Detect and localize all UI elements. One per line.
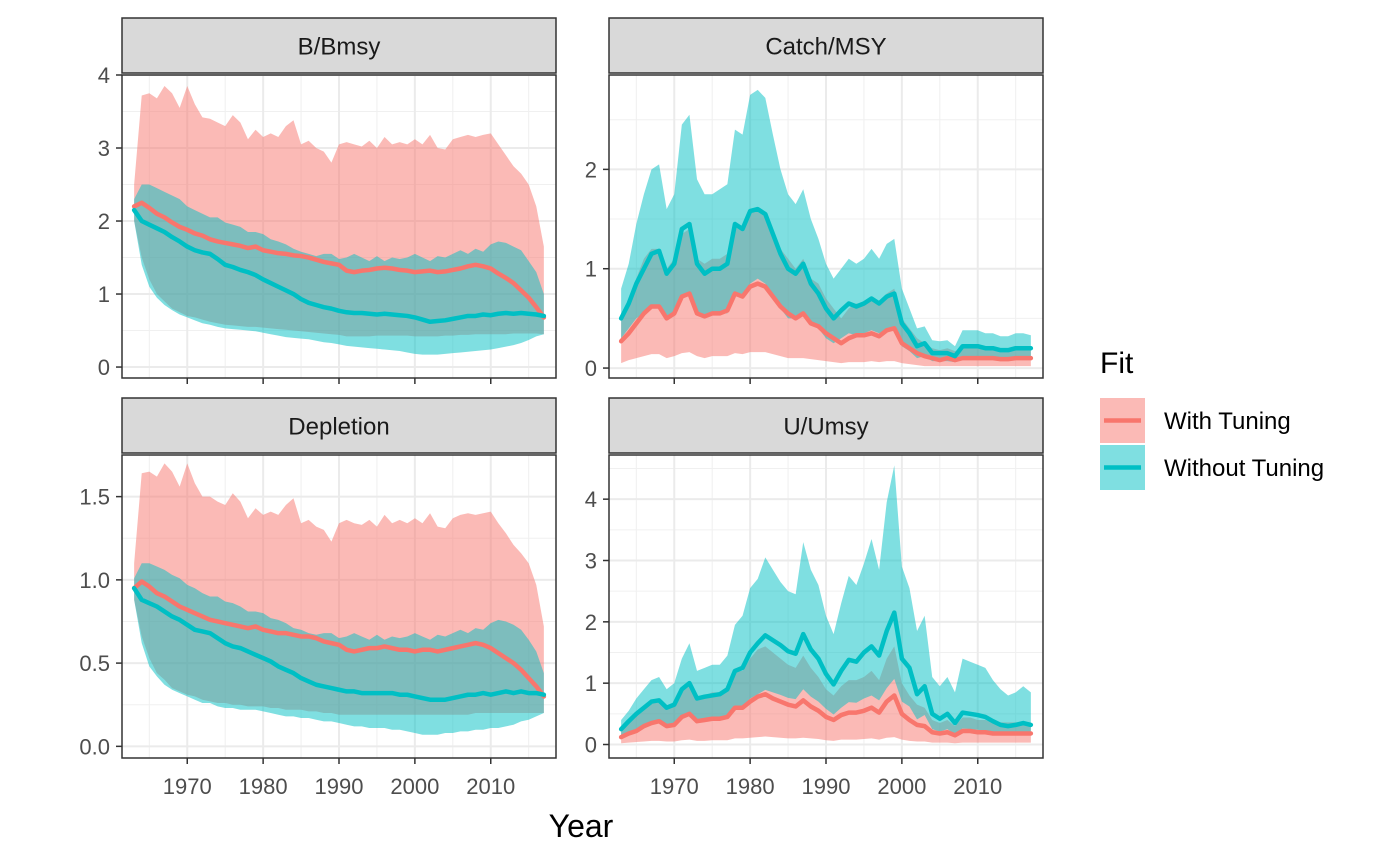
median-line-with-tuning xyxy=(618,691,1034,740)
median-line-without-tuning xyxy=(618,610,1034,732)
legend: Fit With Tuning Without Tuning xyxy=(1100,347,1324,490)
median-line-with-tuning xyxy=(618,281,1034,363)
panel-u-umsy: U/Umsy 0 1 2 3 4 1970 1980 1990 2000 2010 xyxy=(585,397,1044,799)
facet-strip xyxy=(608,397,1044,454)
x-tick-label: 1980 xyxy=(239,774,288,799)
ribbon-without-tuning xyxy=(621,465,1031,736)
ribbon-without-tuning xyxy=(621,89,1031,363)
legend-key-without-tuning xyxy=(1100,445,1145,490)
y-tick-label: 0 xyxy=(585,733,597,758)
y-tick-label: 3 xyxy=(585,548,597,573)
y-tick-label: 3 xyxy=(98,136,110,161)
x-tick-label: 2010 xyxy=(953,774,1002,799)
median-line-without-tuning xyxy=(618,206,1034,359)
y-tick-label: 0 xyxy=(98,355,110,380)
y-tick-label: 1 xyxy=(98,282,110,307)
ribbon-without-tuning xyxy=(134,563,544,735)
panels: B/Bmsy 0 1 2 3 4 Catch/MSY 0 1 2 Depletion 0.0 0.5 1.… xyxy=(79,17,1044,799)
legend-key-with-tuning xyxy=(1100,398,1145,443)
ribbon-without-tuning xyxy=(134,184,544,355)
legend-title: Fit xyxy=(1100,347,1134,380)
y-tick-label: 1 xyxy=(585,671,597,696)
x-tick-label: 1990 xyxy=(802,774,851,799)
median-line-without-tuning xyxy=(131,585,547,702)
x-tick-label: 1970 xyxy=(163,774,212,799)
x-tick-label: 2000 xyxy=(390,774,439,799)
facet-strip xyxy=(608,17,1044,74)
facet-strip-label: U/Umsy xyxy=(783,414,868,441)
x-tick-label: 2010 xyxy=(466,774,515,799)
ribbon-with-tuning xyxy=(621,209,1031,367)
facet-strip xyxy=(121,17,557,74)
y-tick-label: 0.5 xyxy=(79,651,110,676)
median-line-with-tuning xyxy=(131,579,547,699)
x-tick-label: 1990 xyxy=(315,774,364,799)
y-tick-label: 1 xyxy=(585,257,597,282)
y-tick-label: 4 xyxy=(585,487,597,512)
panel-depletion: Depletion 0.0 0.5 1.0 1.5 1970 1980 1990 2000 201… xyxy=(79,397,557,799)
median-line-with-tuning xyxy=(131,200,547,320)
legend-label: Without Tuning xyxy=(1164,455,1324,482)
x-tick-label: 1980 xyxy=(726,774,775,799)
x-tick-label: 2000 xyxy=(877,774,926,799)
facet-strip-label: B/Bmsy xyxy=(298,34,381,61)
y-tick-label: 1.5 xyxy=(79,485,110,510)
median-line-without-tuning xyxy=(131,207,547,325)
y-tick-label: 0 xyxy=(585,356,597,381)
panel-b-bmsy: B/Bmsy 0 1 2 3 4 xyxy=(98,17,557,384)
x-tick-label: 1970 xyxy=(650,774,699,799)
facet-strip xyxy=(121,397,557,454)
panel-catch-msy: Catch/MSY 0 1 2 xyxy=(585,17,1044,384)
legend-label: With Tuning xyxy=(1164,408,1291,435)
facet-strip-label: Catch/MSY xyxy=(765,34,886,61)
y-tick-label: 1.0 xyxy=(79,568,110,593)
y-tick-label: 2 xyxy=(585,610,597,635)
y-tick-label: 4 xyxy=(98,63,110,88)
y-tick-label: 2 xyxy=(585,157,597,182)
y-tick-label: 0.0 xyxy=(79,734,110,759)
x-axis-title: Year xyxy=(549,808,614,844)
facet-strip-label: Depletion xyxy=(288,414,389,441)
y-tick-label: 2 xyxy=(98,209,110,234)
